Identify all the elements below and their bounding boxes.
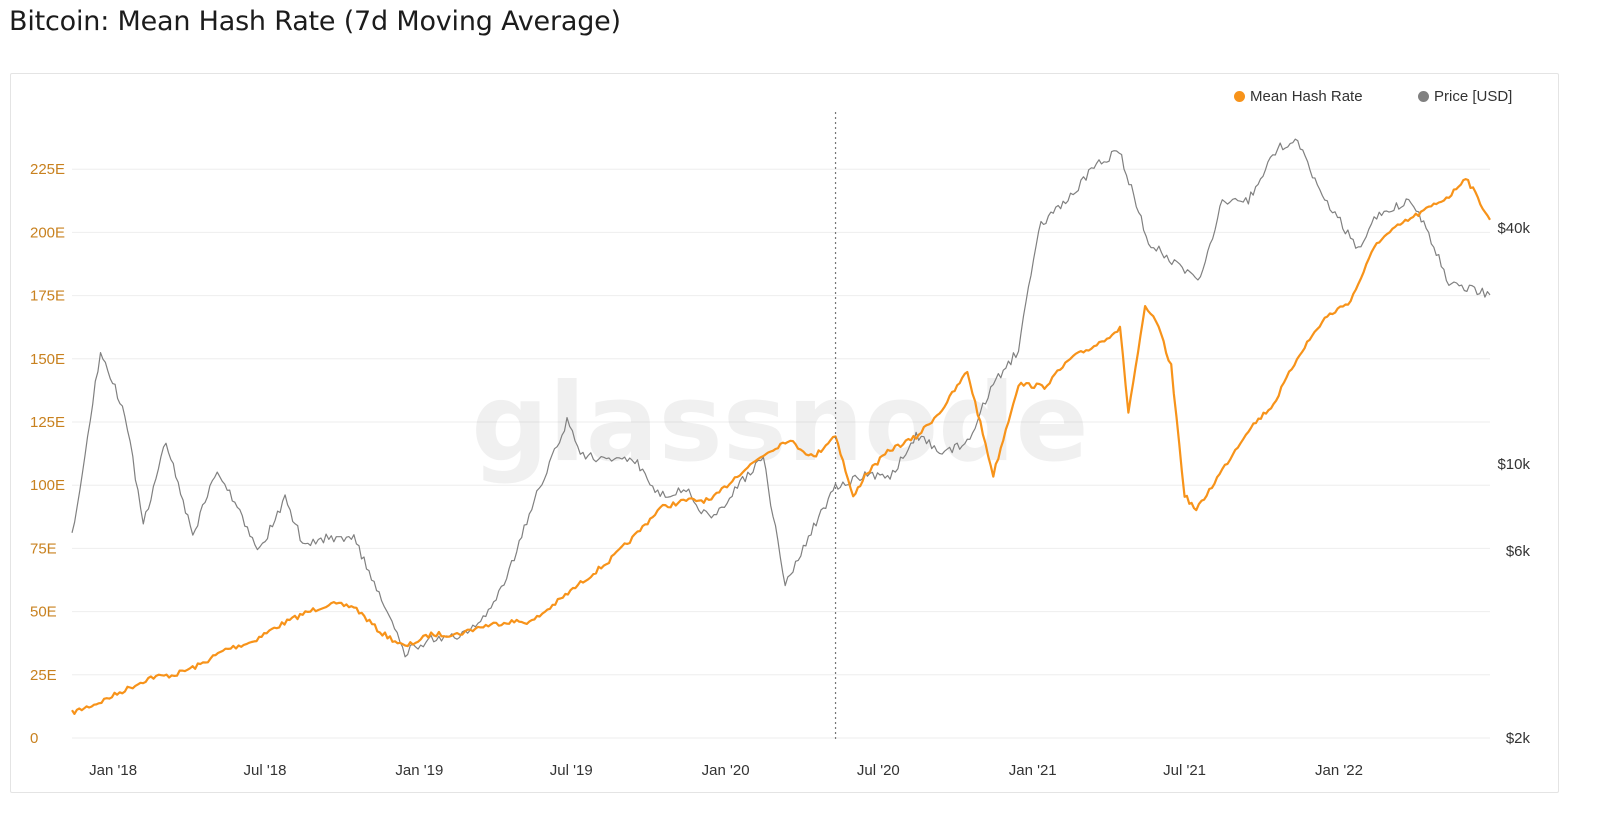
y-left-tick-label: 125E	[30, 414, 65, 431]
y-axis-right: $2k $6k $10k $40k	[1497, 220, 1530, 747]
x-tick-label: Jan '19	[395, 762, 443, 779]
x-tick-label: Jan '22	[1315, 762, 1363, 779]
y-left-tick-label: 75E	[30, 540, 57, 557]
y-right-tick-label: $10k	[1497, 456, 1530, 473]
y-left-tick-label: 25E	[30, 667, 57, 684]
legend-item-hash-rate[interactable]: Mean Hash Rate	[1234, 88, 1363, 105]
legend-dot-price-icon	[1418, 91, 1429, 102]
legend-label-price: Price [USD]	[1434, 88, 1513, 105]
x-axis: Jan '18 Jul '18 Jan '19 Jul '19 Jan '20 Jul '…	[89, 762, 1363, 779]
page-title: Bitcoin: Mean Hash Rate (7d Moving Avera…	[9, 6, 621, 37]
y-right-tick-label: $2k	[1506, 730, 1531, 747]
x-tick-label: Jul '21	[1163, 762, 1206, 779]
x-tick-label: Jan '18	[89, 762, 137, 779]
y-right-tick-label: $6k	[1506, 543, 1531, 560]
y-left-tick-label: 225E	[30, 161, 65, 178]
y-left-tick-label: 50E	[30, 604, 57, 621]
series-group	[71, 138, 1491, 716]
x-tick-label: Jul '20	[857, 762, 900, 779]
chart-card	[10, 73, 1559, 793]
y-axis-left: 0 25E 50E 75E 100E 125E 150E 175E 200E 225E	[30, 161, 65, 747]
x-tick-label: Jul '19	[550, 762, 593, 779]
y-left-tick-label: 175E	[30, 288, 65, 305]
y-left-tick-label: 100E	[30, 477, 65, 494]
series-line-price	[71, 138, 1491, 658]
y-left-tick-label: 200E	[30, 224, 65, 241]
x-tick-label: Jan '20	[702, 762, 750, 779]
y-right-tick-label: $40k	[1497, 220, 1530, 237]
x-tick-label: Jul '18	[244, 762, 287, 779]
x-tick-label: Jan '21	[1009, 762, 1057, 779]
y-left-tick-label: 150E	[30, 351, 65, 368]
legend-item-price[interactable]: Price [USD]	[1418, 88, 1512, 105]
watermark: glassnode	[471, 361, 1088, 486]
series-line-hash-rate	[71, 178, 1491, 716]
legend-label-hash-rate: Mean Hash Rate	[1250, 88, 1363, 105]
y-left-tick-label: 0	[30, 730, 38, 747]
legend-dot-hash-rate-icon	[1234, 91, 1245, 102]
